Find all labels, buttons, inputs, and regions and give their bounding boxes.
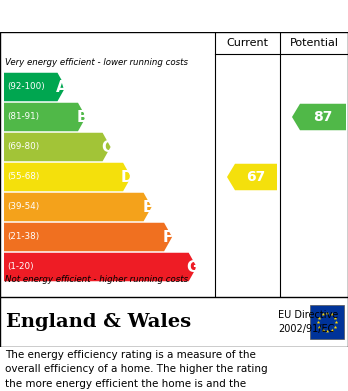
Text: D: D xyxy=(121,170,133,185)
Text: (55-68): (55-68) xyxy=(7,172,39,181)
Polygon shape xyxy=(227,164,277,190)
Text: C: C xyxy=(101,140,112,154)
Text: Very energy efficient - lower running costs: Very energy efficient - lower running co… xyxy=(5,58,188,67)
Text: G: G xyxy=(187,260,199,274)
Text: (21-38): (21-38) xyxy=(7,233,39,242)
Text: E: E xyxy=(142,199,153,215)
Text: (92-100): (92-100) xyxy=(7,83,45,91)
Polygon shape xyxy=(4,163,131,191)
Text: B: B xyxy=(76,109,88,124)
Text: (81-91): (81-91) xyxy=(7,113,39,122)
Polygon shape xyxy=(4,133,111,161)
Text: A: A xyxy=(56,79,68,95)
Polygon shape xyxy=(4,103,86,131)
Text: Potential: Potential xyxy=(290,38,339,48)
Polygon shape xyxy=(4,253,197,281)
Text: 87: 87 xyxy=(313,110,333,124)
Polygon shape xyxy=(4,223,172,251)
Text: The energy efficiency rating is a measure of the
overall efficiency of a home. T: The energy efficiency rating is a measur… xyxy=(5,350,268,391)
Text: (39-54): (39-54) xyxy=(7,203,39,212)
Polygon shape xyxy=(292,104,346,130)
Text: Current: Current xyxy=(227,38,269,48)
Polygon shape xyxy=(4,193,152,221)
Text: (69-80): (69-80) xyxy=(7,142,39,151)
Polygon shape xyxy=(4,73,65,101)
Text: England & Wales: England & Wales xyxy=(6,313,191,331)
Text: Energy Efficiency Rating: Energy Efficiency Rating xyxy=(50,7,298,25)
Bar xyxy=(310,305,344,339)
Text: 67: 67 xyxy=(246,170,266,184)
Text: Not energy efficient - higher running costs: Not energy efficient - higher running co… xyxy=(5,275,188,284)
Text: F: F xyxy=(163,230,173,244)
Text: (1-20): (1-20) xyxy=(7,262,34,271)
Text: EU Directive
2002/91/EC: EU Directive 2002/91/EC xyxy=(278,310,338,334)
